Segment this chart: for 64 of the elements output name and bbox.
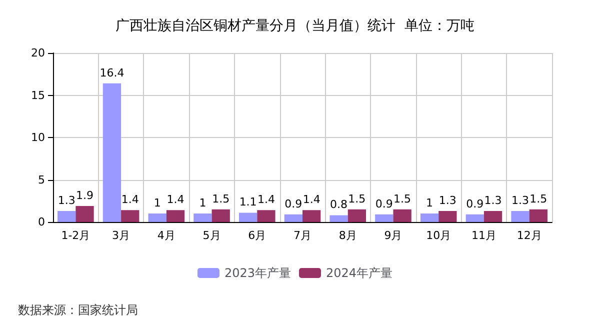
bar	[121, 210, 140, 222]
bar	[302, 210, 321, 222]
y-tick-label: 10	[31, 131, 45, 144]
bar	[393, 209, 412, 222]
data-label: 1.4	[121, 193, 139, 206]
bar	[511, 211, 530, 222]
x-tick-label: 1-2月	[61, 229, 90, 242]
data-label: 0.9	[375, 197, 393, 210]
bar	[466, 214, 484, 222]
bar	[102, 83, 122, 222]
bar	[194, 214, 212, 222]
x-tick-label: 5月	[202, 229, 221, 242]
x-tick-label: 7月	[294, 229, 312, 242]
bar	[484, 211, 502, 222]
bar	[257, 210, 276, 222]
x-tick-label: 4月	[157, 229, 176, 242]
data-label: 0.9	[466, 197, 484, 210]
bar	[76, 206, 94, 222]
data-label: 16.4	[100, 66, 124, 80]
data-label: 1.4	[166, 193, 184, 206]
x-tick-label: 6月	[248, 229, 266, 242]
x-tick-label: 9月	[384, 229, 402, 242]
source-note: 数据来源：国家统计局	[18, 303, 138, 317]
bar	[58, 211, 76, 222]
data-label: 1.3	[58, 194, 76, 208]
bar	[375, 214, 394, 222]
data-label: 1	[154, 196, 161, 210]
data-label: 1.1	[239, 196, 257, 209]
bar	[348, 209, 366, 222]
data-label: 1.3	[511, 194, 529, 208]
data-label: 1.5	[212, 192, 230, 206]
y-tick-label: 0	[38, 216, 45, 228]
x-tick-label: 3月	[112, 229, 130, 242]
bar	[420, 214, 439, 222]
bar	[238, 212, 258, 222]
data-label: 1.5	[530, 192, 548, 206]
bar	[438, 211, 457, 222]
x-tick-label: 11月	[471, 229, 496, 242]
bar	[166, 210, 185, 222]
data-label: 0.8	[330, 198, 348, 212]
data-label: 1.4	[302, 193, 320, 206]
x-tick-label: 12月	[516, 229, 542, 242]
x-tick-label: 10月	[426, 229, 452, 242]
bar	[212, 209, 230, 222]
x-tick-label: 8月	[338, 229, 357, 242]
bar	[330, 215, 348, 222]
bar	[529, 209, 548, 222]
data-label: 1.5	[394, 192, 412, 206]
bar	[284, 214, 302, 222]
data-label: 1.3	[484, 194, 502, 208]
data-label: 1	[199, 196, 206, 210]
legend-label: 2024年产量	[326, 266, 393, 280]
chart-title: 广西壮族自治区铜材产量分月（当月值）统计 单位：万吨	[116, 18, 474, 34]
data-label: 0.9	[284, 197, 302, 210]
y-tick-label: 5	[38, 173, 45, 186]
y-tick-label: 15	[31, 88, 45, 102]
data-label: 1.4	[257, 193, 275, 206]
data-label: 1.3	[438, 194, 456, 208]
bar	[148, 214, 166, 222]
data-label: 1	[426, 196, 434, 210]
data-label: 1.5	[348, 192, 366, 206]
data-label: 1.9	[76, 188, 94, 202]
y-tick-label: 20	[31, 46, 45, 60]
legend-label: 2023年产量	[224, 266, 292, 280]
